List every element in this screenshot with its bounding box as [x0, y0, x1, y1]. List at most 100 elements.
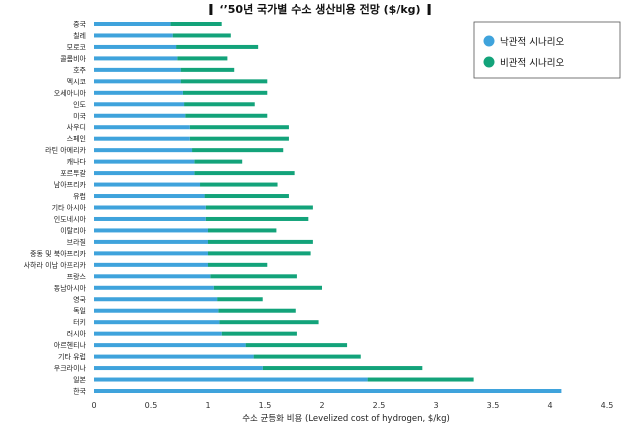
- legend-pessimistic-swatch: [483, 56, 495, 68]
- category-label: 칠레: [73, 31, 86, 40]
- x-tick-label: 2: [319, 401, 324, 410]
- x-tick-label: 3.5: [487, 401, 500, 410]
- bar-optimistic: [94, 148, 193, 153]
- bar-optimistic: [94, 320, 220, 325]
- bar-pessimistic: [184, 102, 255, 107]
- category-label: 아르헨티나: [54, 341, 87, 350]
- bar-pessimistic: [367, 377, 474, 382]
- bar-pessimistic: [185, 113, 268, 118]
- bar-pessimistic: [218, 308, 296, 313]
- bar-optimistic: [94, 228, 208, 233]
- bar-optimistic: [94, 366, 263, 371]
- bar-optimistic: [94, 285, 214, 290]
- category-label: 브라질: [67, 237, 86, 246]
- bar-optimistic: [94, 56, 178, 61]
- bar-pessimistic: [182, 90, 268, 95]
- bar-pessimistic: [213, 285, 322, 290]
- category-label: 우크라이나: [54, 364, 87, 373]
- category-label: 영국: [73, 295, 86, 304]
- bar-optimistic: [94, 251, 208, 256]
- category-label: 기타 유럽: [58, 352, 86, 361]
- bar-pessimistic: [208, 239, 313, 244]
- category-label: 모로코: [67, 43, 87, 51]
- bar-pessimistic: [208, 251, 311, 256]
- bar-optimistic: [94, 389, 562, 393]
- category-label: 터키: [73, 318, 86, 327]
- bar-pessimistic: [194, 171, 295, 176]
- category-label: 이탈리아: [60, 226, 86, 235]
- bar-optimistic: [94, 113, 186, 118]
- legend-pessimistic-label: 비관적 시나리오: [500, 57, 564, 69]
- bar-pessimistic: [180, 67, 235, 72]
- bar-pessimistic: [204, 194, 289, 199]
- bar-optimistic: [94, 354, 254, 359]
- x-axis-label: 수소 균등화 비용 (Levelized cost of hydrogen, $…: [242, 414, 450, 424]
- legend-optimistic-label: 낙관적 시나리오: [500, 36, 564, 48]
- category-label: 콜롬비아: [60, 54, 86, 63]
- category-label: 인도네시아: [54, 214, 87, 223]
- x-tick-label: 4.5: [601, 401, 614, 410]
- bar-optimistic: [94, 262, 208, 267]
- category-label: 멕시코: [67, 77, 87, 86]
- bar-optimistic: [94, 171, 195, 176]
- x-tick-label: 2.5: [373, 401, 386, 410]
- x-tick-label: 1.5: [259, 401, 272, 410]
- bar-pessimistic: [180, 79, 268, 84]
- bar-pessimistic: [200, 182, 278, 187]
- bar-pessimistic: [194, 159, 243, 164]
- legend-box: [473, 21, 621, 79]
- x-tick-label: 0.5: [145, 401, 158, 410]
- x-tick-label: 4: [547, 401, 552, 410]
- x-tick-label: 3: [433, 401, 438, 410]
- legend: 낙관적 시나리오 비관적 시나리오: [473, 21, 621, 79]
- category-label: 포르투갈: [60, 170, 86, 178]
- legend-optimistic-swatch: [483, 35, 495, 47]
- category-label: 러시아: [67, 329, 87, 338]
- category-label: 오세아니아: [54, 88, 87, 97]
- bar-pessimistic: [192, 148, 284, 153]
- category-label: 캐나다: [67, 157, 87, 166]
- x-tick-label: 0: [91, 401, 96, 410]
- bar-optimistic: [94, 67, 181, 72]
- bar-optimistic: [94, 79, 181, 84]
- bar-pessimistic: [253, 354, 361, 359]
- title-marker-left: [209, 4, 213, 15]
- category-label: 남아프리카: [54, 180, 87, 189]
- category-label: 스페인: [67, 134, 86, 143]
- bar-pessimistic: [262, 366, 423, 371]
- category-label: 중동 및 북아프리카: [30, 249, 87, 258]
- bar-optimistic: [94, 159, 195, 164]
- bar-pessimistic: [219, 320, 319, 325]
- bar-pessimistic: [205, 216, 309, 221]
- bar-pessimistic: [221, 331, 297, 336]
- bar-optimistic: [94, 308, 219, 313]
- category-label: 프랑스: [67, 273, 87, 281]
- category-label: 독일: [73, 306, 86, 315]
- x-axis: 0 0.5 1 1.5 2 2.5 3 3.5 4 4.5: [91, 4, 613, 410]
- category-label: 사우디: [67, 123, 86, 132]
- category-label: 중국: [73, 21, 86, 29]
- category-label: 한국: [73, 388, 86, 396]
- bar-optimistic: [94, 239, 208, 244]
- bar-optimistic: [94, 136, 190, 141]
- title-marker-right: [427, 4, 431, 15]
- bar-optimistic: [94, 216, 206, 221]
- bar-optimistic: [94, 274, 211, 279]
- bar-optimistic: [94, 22, 171, 26]
- bar-pessimistic: [176, 44, 259, 49]
- bar-optimistic: [94, 125, 190, 130]
- bar-optimistic: [94, 33, 173, 38]
- chart-title: ‘’50년 국가별 수소 생산비용 전망 ($/kg): [219, 2, 420, 16]
- bar-pessimistic: [170, 22, 222, 26]
- category-label: 유럽: [73, 192, 86, 201]
- bar-pessimistic: [245, 343, 348, 348]
- bar-pessimistic: [177, 56, 228, 61]
- bar-pessimistic: [189, 136, 289, 141]
- x-tick-label: 1: [205, 401, 210, 410]
- bar-optimistic: [94, 377, 368, 382]
- bar-pessimistic: [210, 274, 297, 279]
- category-label: 라틴 아메리카: [45, 146, 86, 155]
- bar-optimistic: [94, 90, 183, 95]
- bar-optimistic: [94, 194, 205, 199]
